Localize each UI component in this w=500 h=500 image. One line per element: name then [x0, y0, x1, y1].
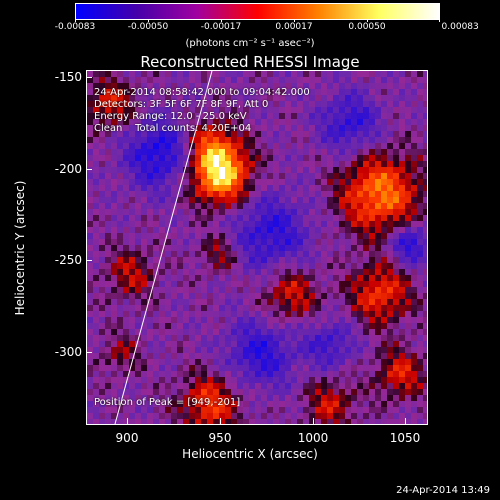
colorbar	[75, 3, 440, 20]
x-tickmark	[220, 418, 221, 424]
colorbar-tickmark	[75, 19, 76, 22]
colorbar-tickmark	[367, 19, 368, 22]
clean-counts-label: Clean Total counts: 4.20E+04	[94, 123, 252, 134]
y-tickmark	[86, 169, 92, 170]
rhessi-heatmap	[87, 71, 427, 424]
x-axis-label: Heliocentric X (arcsec)	[182, 447, 318, 461]
x-tickmark	[405, 418, 406, 424]
time-range-label: 24-Apr-2014 08:58:42.000 to 09:04:42.000	[94, 87, 310, 98]
colorbar-tick-label: 0.00083	[441, 22, 479, 32]
y-tick-label: -300	[54, 345, 82, 359]
y-tickmark	[86, 77, 92, 78]
colorbar-tick-label: -0.00050	[127, 22, 169, 32]
energy-range-label: Energy Range: 12.0 - 25.0 keV	[94, 111, 247, 122]
solar-image-panel	[86, 70, 428, 425]
colorbar-tick-label: 0.00050	[348, 22, 386, 32]
y-axis-label: Heliocentric Y (arcsec)	[13, 180, 27, 316]
colorbar-tickmark	[148, 19, 149, 22]
x-tick-label: 1050	[389, 431, 421, 445]
image-title: Reconstructed RHESSI Image	[140, 53, 360, 71]
detectors-label: Detectors: 3F 5F 6F 7F 8F 9F, Att 0	[94, 99, 269, 110]
colorbar-tickmark	[294, 19, 295, 22]
x-tickmark	[313, 418, 314, 424]
colorbar-tick-label: -0.00017	[200, 22, 242, 32]
plot-timestamp: 24-Apr-2014 13:49	[396, 485, 490, 496]
y-tick-label: -200	[54, 162, 82, 176]
colorbar-tickmark	[221, 19, 222, 22]
x-tickmark	[127, 418, 128, 424]
colorbar-tick-label: -0.00083	[54, 22, 96, 32]
colorbar-tickmark	[439, 19, 440, 22]
heatmap-cells	[87, 71, 427, 424]
peak-position-label: Position of Peak = [949,-201]	[94, 397, 241, 408]
x-tick-label: 1000	[297, 431, 329, 445]
colorbar-tick-label: 0.00017	[275, 22, 313, 32]
x-tick-label: 950	[208, 431, 232, 445]
y-tickmark	[86, 352, 92, 353]
y-tick-label: -150	[54, 70, 82, 84]
y-tick-label: -250	[54, 253, 82, 267]
y-tickmark	[86, 260, 92, 261]
x-tick-label: 900	[115, 431, 139, 445]
colorbar-unit-label: (photons cm⁻² s⁻¹ asec⁻²)	[185, 38, 315, 49]
solar-limb-line	[114, 71, 213, 424]
